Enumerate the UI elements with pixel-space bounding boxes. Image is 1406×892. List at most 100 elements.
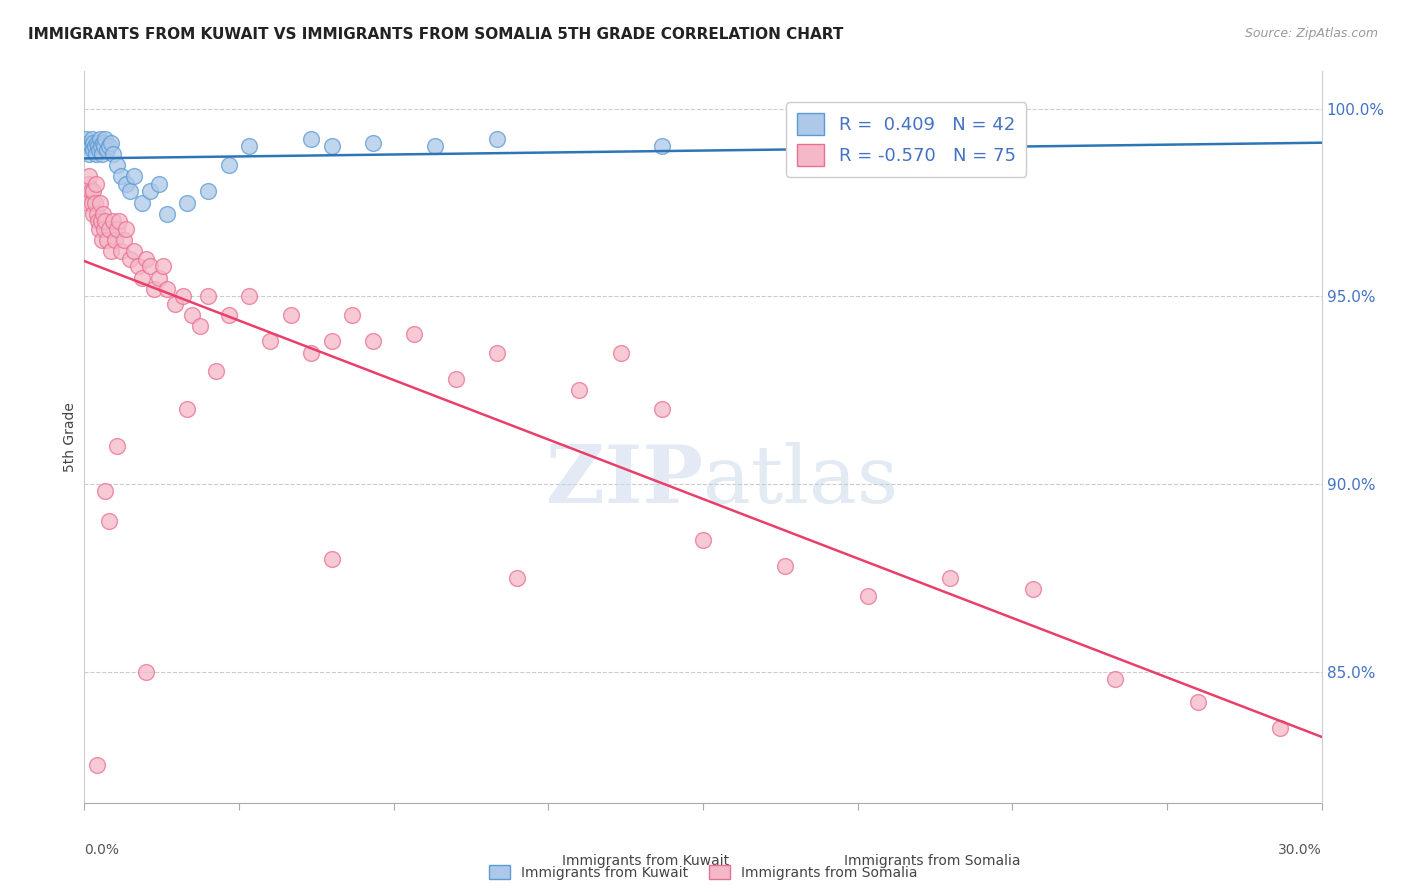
Point <box>148 270 170 285</box>
Point <box>86 136 108 150</box>
Point <box>651 401 673 416</box>
Text: atlas: atlas <box>703 442 898 520</box>
Point <box>89 195 111 210</box>
Point <box>342 308 364 322</box>
Text: Immigrants from Kuwait: Immigrants from Kuwait <box>562 854 730 868</box>
Point <box>80 132 103 146</box>
Point <box>692 533 714 548</box>
Point <box>87 222 110 236</box>
Point <box>105 222 128 236</box>
Point <box>94 214 117 228</box>
Point <box>651 139 673 153</box>
Legend: R =  0.409   N = 42, R = -0.570   N = 75: R = 0.409 N = 42, R = -0.570 N = 75 <box>786 103 1026 178</box>
Point <box>218 158 240 172</box>
Point <box>135 665 157 679</box>
Point <box>75 132 97 146</box>
Point <box>110 244 132 259</box>
Point <box>77 136 100 150</box>
Point <box>100 136 122 150</box>
Point <box>180 308 202 322</box>
Point <box>86 758 108 772</box>
Point <box>165 297 187 311</box>
Point <box>775 559 797 574</box>
Point <box>238 139 260 153</box>
Point <box>104 233 127 247</box>
Point <box>361 334 384 349</box>
Point <box>75 185 97 199</box>
Point <box>485 132 508 146</box>
Point <box>856 590 879 604</box>
Text: ZIP: ZIP <box>546 442 703 520</box>
Point <box>188 319 211 334</box>
Point <box>156 282 179 296</box>
Point <box>299 132 322 146</box>
Point <box>176 401 198 416</box>
Point <box>76 177 98 191</box>
Point <box>423 139 446 153</box>
Point <box>218 308 240 322</box>
Point <box>91 207 114 221</box>
Point <box>79 185 101 199</box>
Point <box>135 252 157 266</box>
Point <box>118 185 141 199</box>
Point <box>103 147 125 161</box>
Point <box>76 139 98 153</box>
Point <box>90 147 112 161</box>
Point <box>114 177 136 191</box>
Point <box>110 169 132 184</box>
Point <box>100 244 122 259</box>
Point <box>131 270 153 285</box>
Point <box>172 289 194 303</box>
Point <box>79 169 101 184</box>
Point <box>80 195 103 210</box>
Point <box>90 214 112 228</box>
Point <box>143 282 166 296</box>
Point <box>86 139 108 153</box>
Point <box>506 571 529 585</box>
Point <box>152 260 174 274</box>
Point <box>321 552 343 566</box>
Text: Immigrants from Somalia: Immigrants from Somalia <box>844 854 1021 868</box>
Point <box>86 214 108 228</box>
Point <box>176 195 198 210</box>
Text: IMMIGRANTS FROM KUWAIT VS IMMIGRANTS FROM SOMALIA 5TH GRADE CORRELATION CHART: IMMIGRANTS FROM KUWAIT VS IMMIGRANTS FRO… <box>28 27 844 42</box>
Point <box>361 136 384 150</box>
Point <box>98 515 121 529</box>
Point <box>238 289 260 303</box>
Point <box>131 195 153 210</box>
Point <box>98 139 121 153</box>
Point <box>89 132 111 146</box>
Point <box>127 260 149 274</box>
Point <box>77 195 100 210</box>
Point <box>90 139 112 153</box>
Text: Source: ZipAtlas.com: Source: ZipAtlas.com <box>1244 27 1378 40</box>
Point <box>321 334 343 349</box>
Point <box>105 158 128 172</box>
Point <box>568 383 591 397</box>
Y-axis label: 5th Grade: 5th Grade <box>63 402 77 472</box>
Point <box>91 136 114 150</box>
Text: 30.0%: 30.0% <box>1278 843 1322 857</box>
Point <box>94 132 117 146</box>
Point <box>299 345 322 359</box>
Point <box>112 233 135 247</box>
Point <box>122 169 145 184</box>
Point <box>939 571 962 585</box>
Point <box>93 139 115 153</box>
Text: 0.0%: 0.0% <box>84 843 120 857</box>
Point <box>83 195 105 210</box>
Point <box>156 207 179 221</box>
Point <box>122 244 145 259</box>
Point <box>93 222 115 236</box>
Point <box>1104 672 1126 686</box>
Point <box>94 484 117 499</box>
Point <box>444 372 467 386</box>
Point <box>86 207 108 221</box>
Point <box>197 185 219 199</box>
Point <box>83 139 105 153</box>
Legend: Immigrants from Kuwait, Immigrants from Somalia: Immigrants from Kuwait, Immigrants from … <box>484 859 922 885</box>
Point <box>280 308 302 322</box>
Point <box>1022 582 1045 596</box>
Point <box>114 222 136 236</box>
Point <box>1270 721 1292 735</box>
